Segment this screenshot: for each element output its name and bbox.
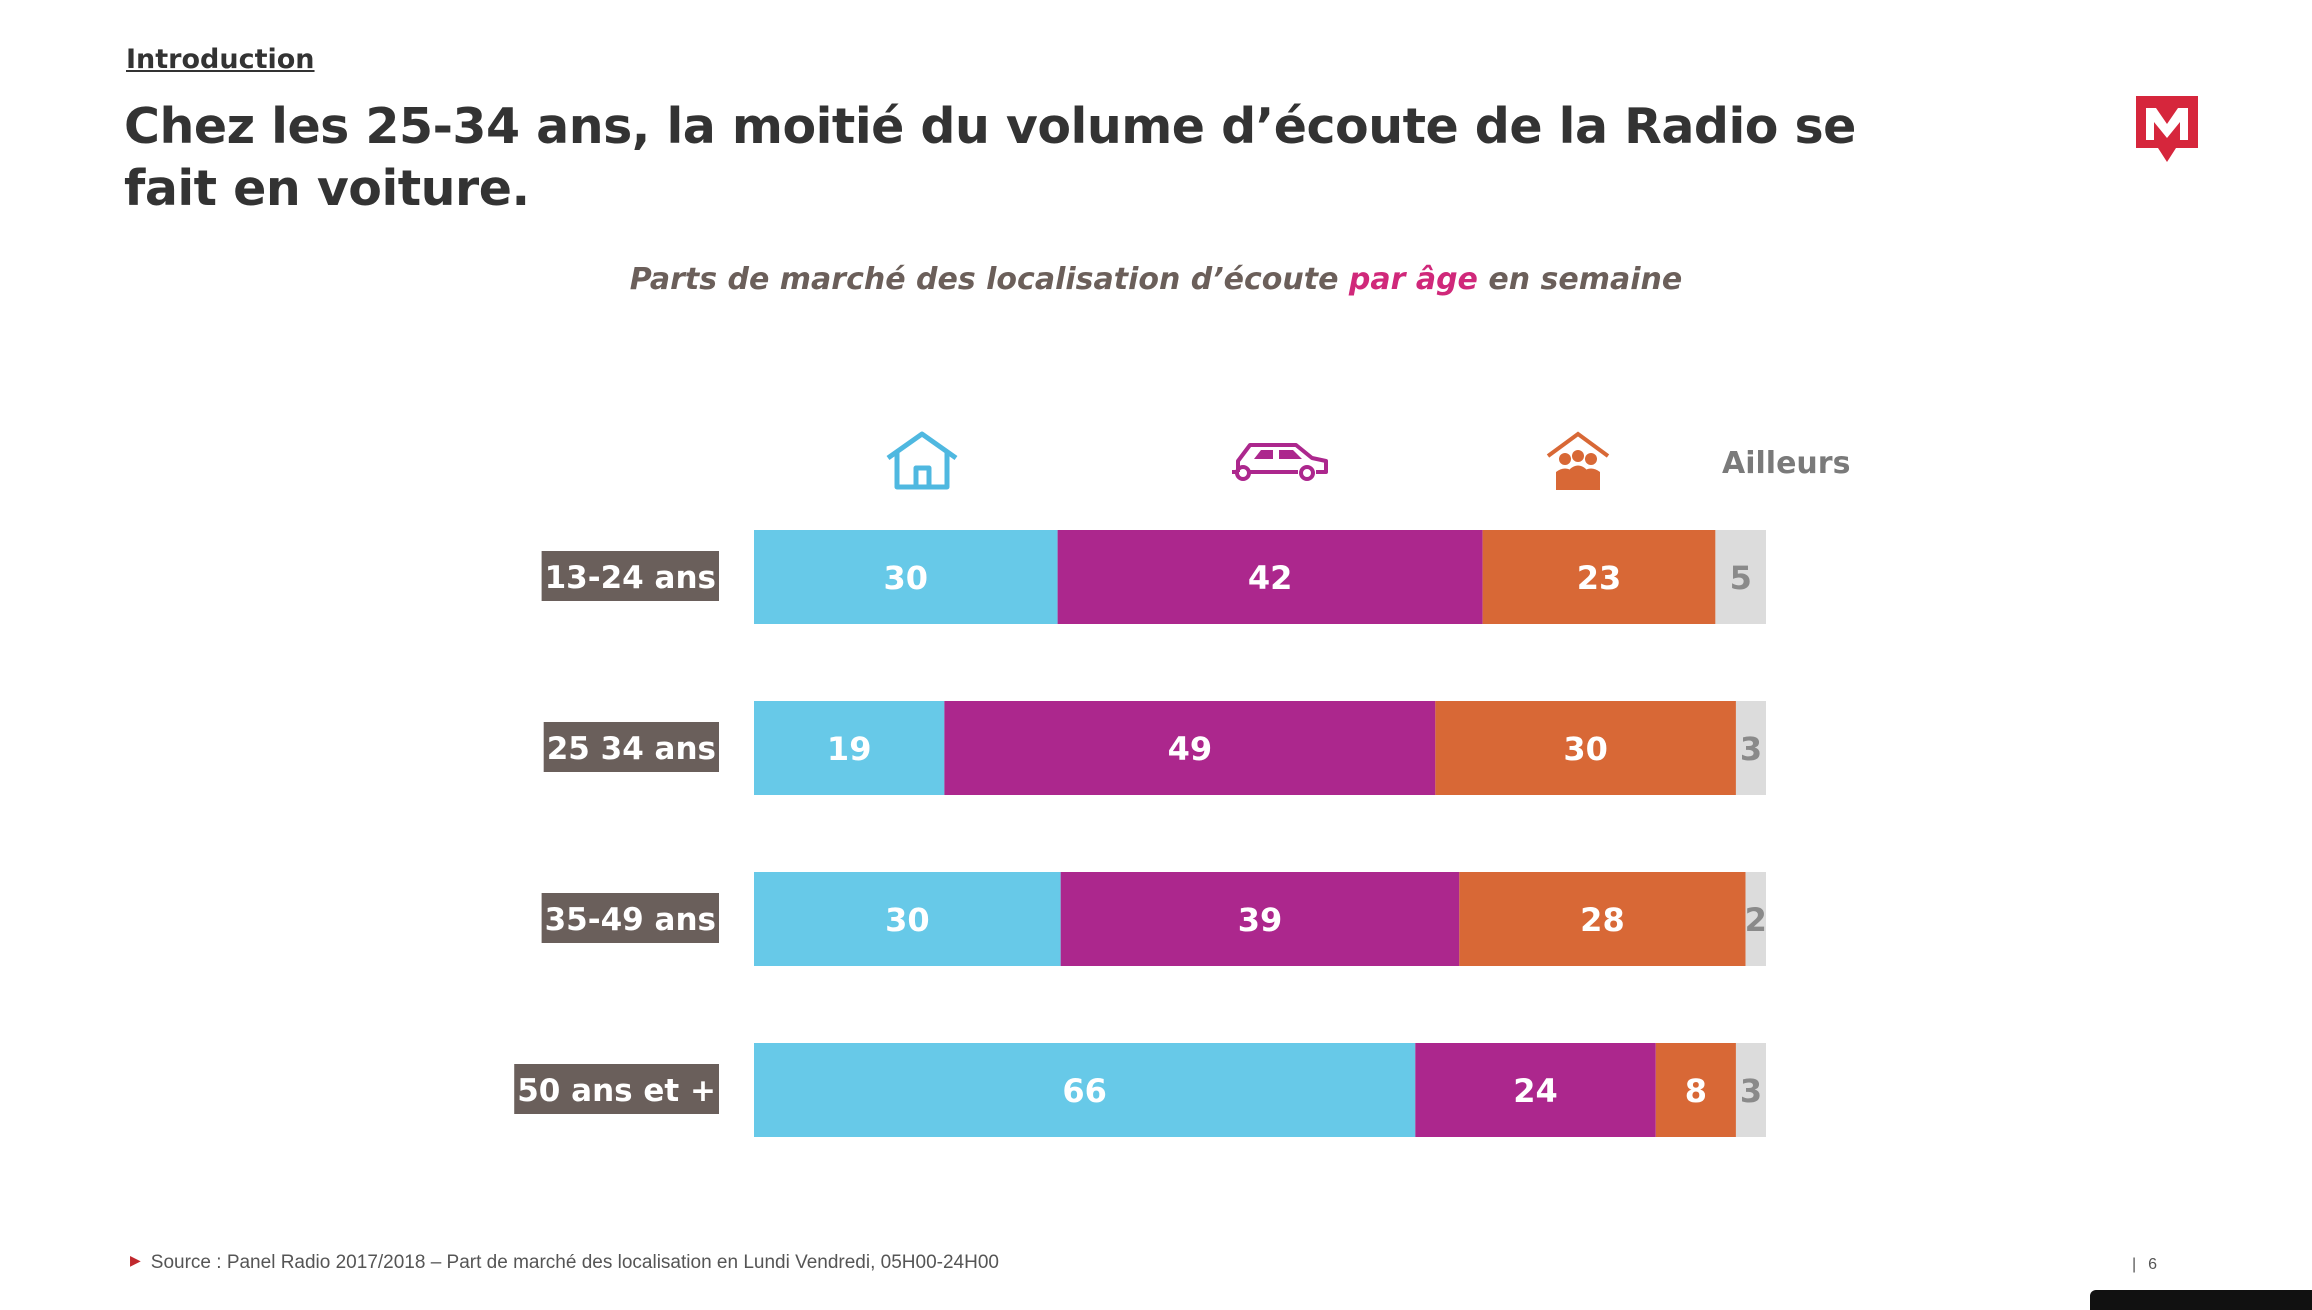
page-number-value: 6 [2148, 1256, 2158, 1273]
bar-segment [1735, 1043, 1766, 1137]
data-label: 8 [1685, 1072, 1707, 1110]
data-label: 30 [1563, 730, 1608, 768]
bar-segment [1655, 1043, 1736, 1137]
category-label: 35-49 ans [545, 902, 716, 938]
bar-segment [1715, 530, 1766, 624]
bar-segment [1057, 530, 1483, 624]
data-label: 3 [1740, 730, 1762, 768]
data-label: 30 [884, 559, 929, 597]
data-label: 42 [1248, 559, 1293, 597]
group-icon [1546, 431, 1610, 490]
data-label: 30 [885, 901, 930, 939]
subtitle-text: Parts de marché des localisation d’écout… [629, 262, 1349, 297]
subtitle-text-end: en semaine [1477, 262, 1683, 297]
bar-segment [1415, 1043, 1656, 1137]
data-label: 28 [1580, 901, 1625, 939]
bullet-arrow-icon: ▶ [130, 1252, 141, 1268]
data-label: 19 [827, 730, 872, 768]
data-label: 49 [1168, 730, 1213, 768]
source-note: ▶ Source : Panel Radio 2017/2018 – Part d… [130, 1252, 999, 1274]
corner-tab [2090, 1290, 2312, 1310]
brand-logo [2136, 96, 2198, 162]
category-label: 13-24 ans [545, 560, 716, 596]
data-label: 39 [1238, 901, 1283, 939]
category-label-bg [514, 1064, 719, 1114]
source-text: Source : Panel Radio 2017/2018 – Part de… [150, 1252, 999, 1273]
category-label-bg [541, 551, 719, 601]
data-label: 2 [1745, 901, 1767, 939]
chart-subtitle: Parts de marché des localisation d’écout… [0, 262, 2312, 297]
category-label: 50 ans et + [517, 1073, 716, 1109]
bar-segment [1482, 530, 1716, 624]
category-label-bg [543, 722, 719, 772]
bar-segment [754, 530, 1058, 624]
data-label: 24 [1513, 1072, 1558, 1110]
page-number: | 6 [2132, 1256, 2157, 1274]
data-label: 3 [1740, 1072, 1762, 1110]
legend-ailleurs: Ailleurs [1722, 446, 1850, 481]
bar-segment [1745, 872, 1766, 966]
subtitle-highlight: par âge [1348, 262, 1478, 297]
bar-segment [1060, 872, 1460, 966]
category-label: 25 34 ans [547, 731, 716, 767]
bars-group: 13-24 ans 30 42 23 525 34 ans 19 49 30 335-49 an… [514, 530, 1767, 1137]
bar-segment [754, 701, 945, 795]
bar-segment [1435, 701, 1736, 795]
bar-segment [754, 872, 1061, 966]
data-label: 23 [1577, 559, 1622, 597]
bar-segment [754, 1043, 1416, 1137]
page-title: Chez les 25-34 ans, la moitié du volume … [124, 98, 1856, 217]
car-icon [1232, 443, 1328, 481]
page-divider: | [2132, 1256, 2137, 1273]
bar-segment [1459, 872, 1746, 966]
data-label: 5 [1730, 559, 1752, 597]
data-label: 66 [1062, 1072, 1107, 1110]
bar-segment [1735, 701, 1766, 795]
category-label-bg [541, 893, 719, 943]
bar-segment [944, 701, 1436, 795]
house-icon [886, 431, 958, 490]
section-label: Introduction [126, 44, 315, 75]
